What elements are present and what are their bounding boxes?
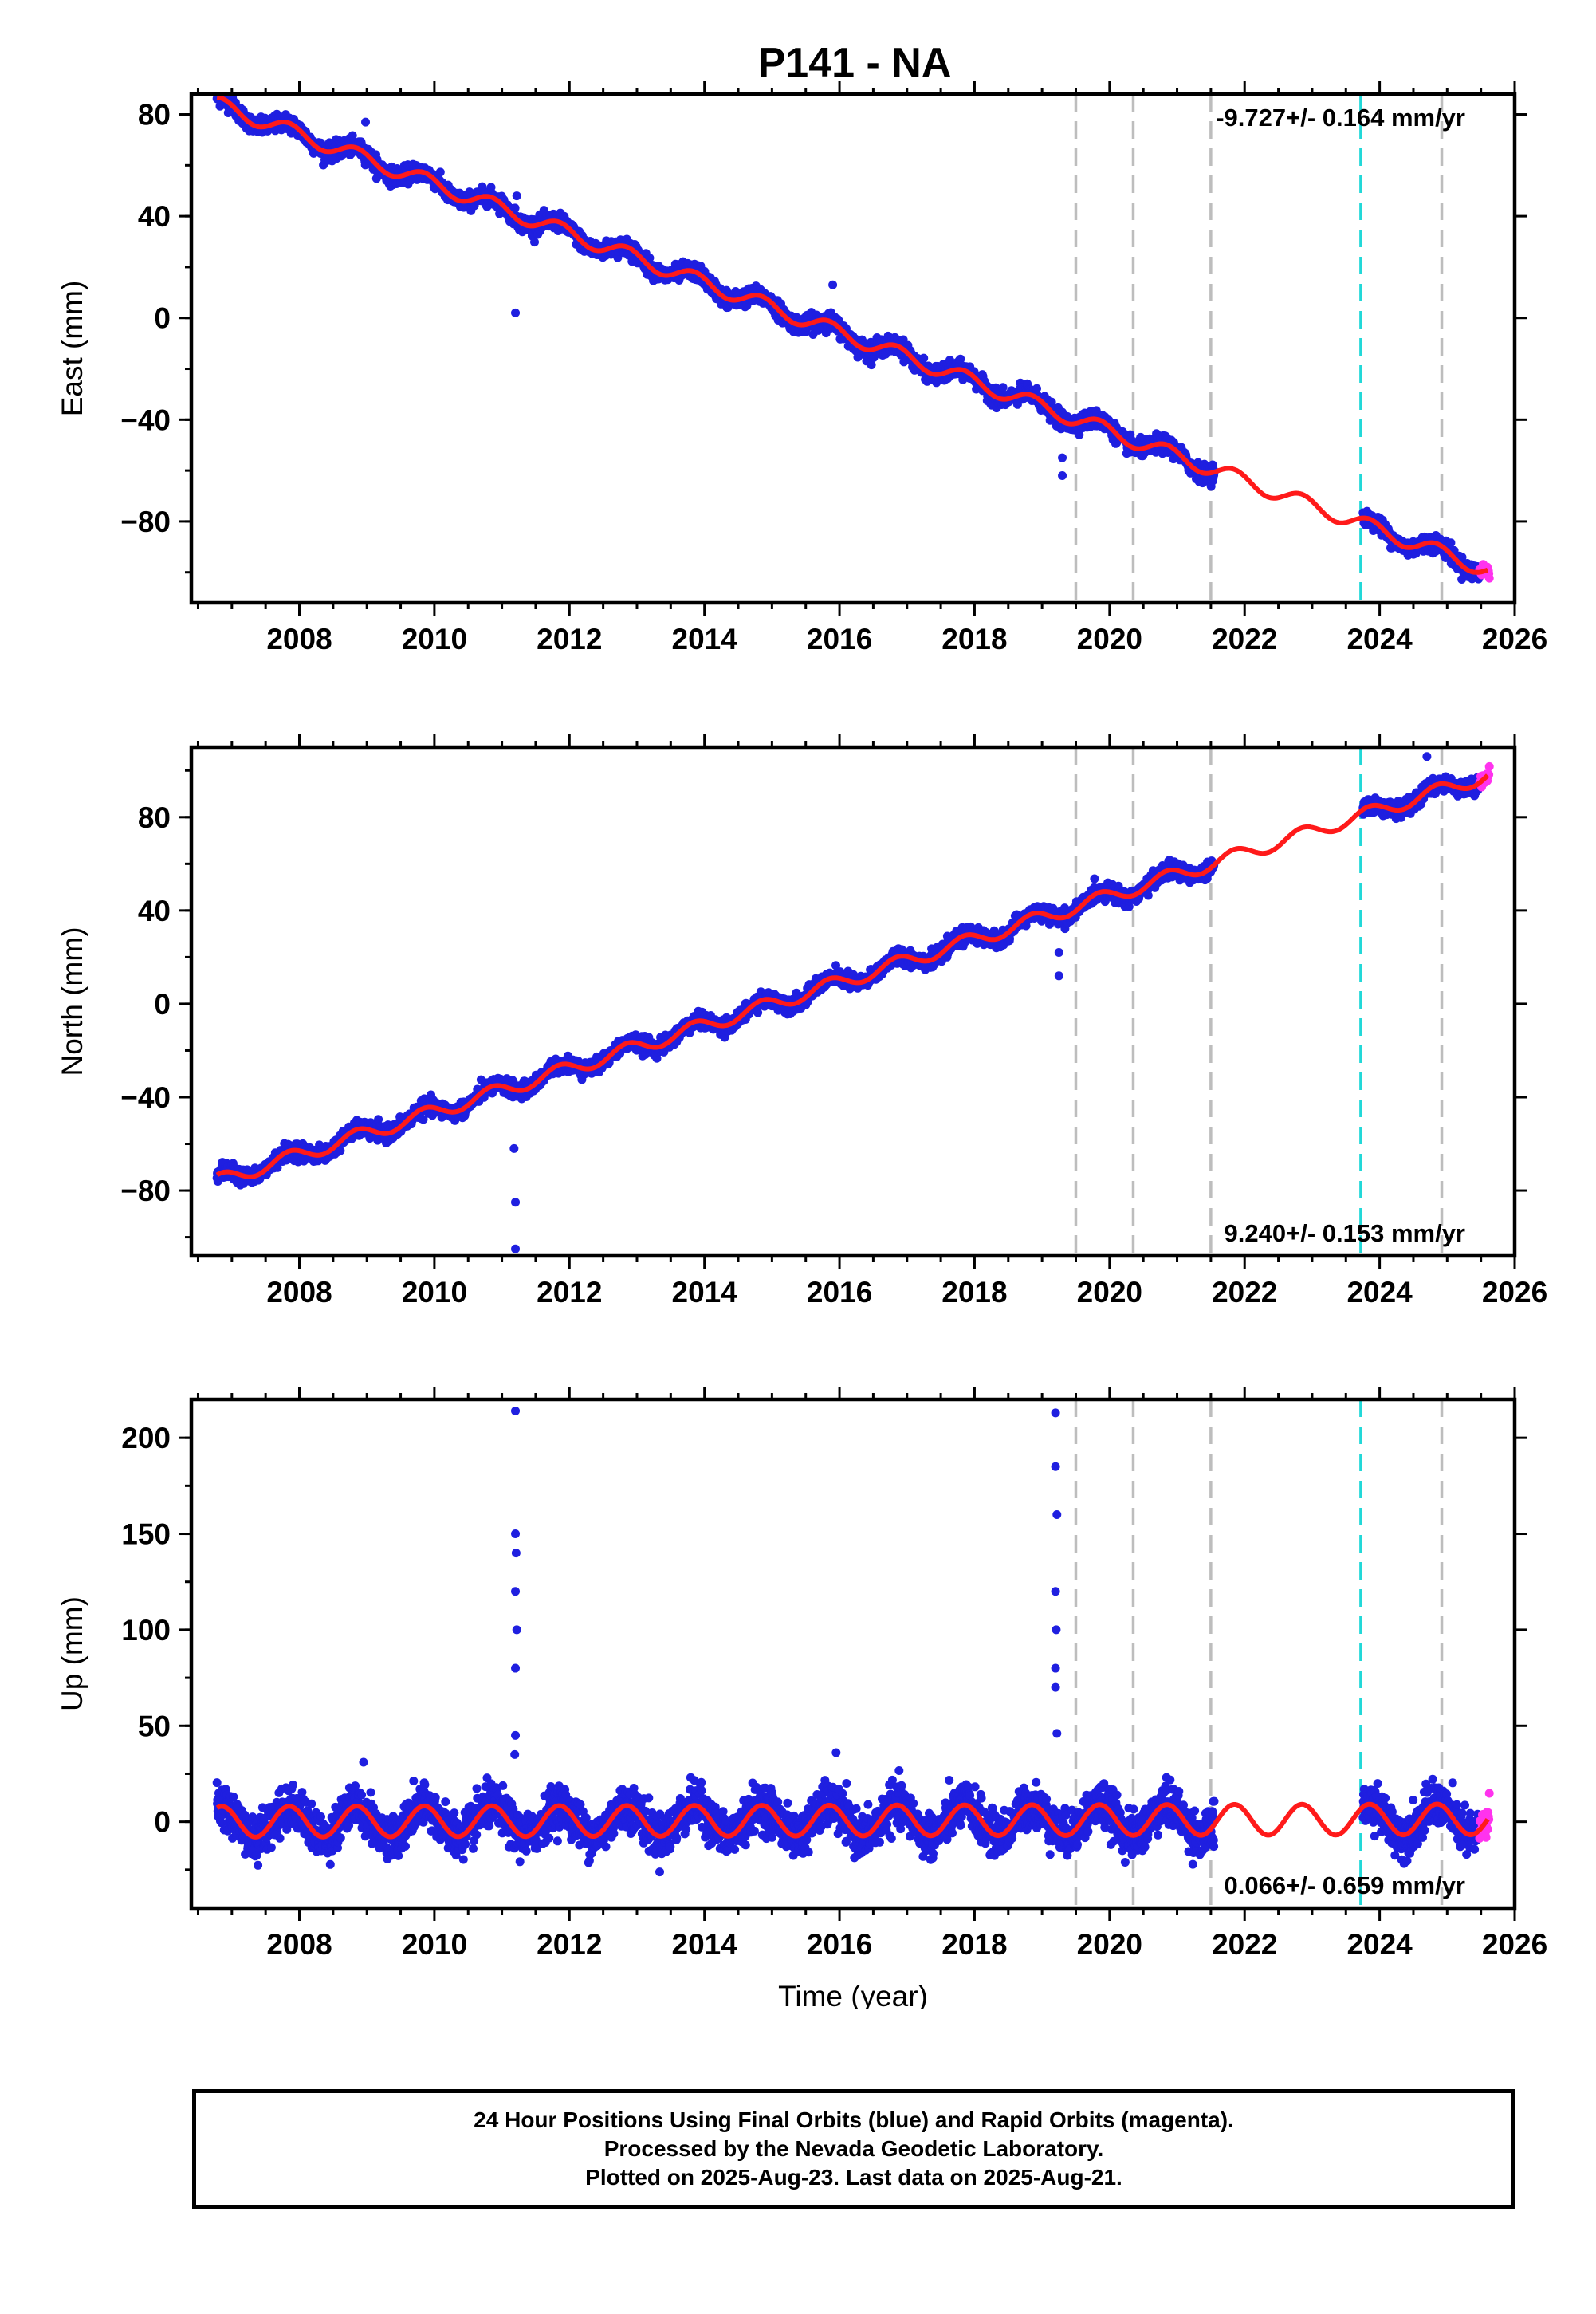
x-tick-label: 2016 [807,623,872,655]
data-point-outlier [1058,471,1067,480]
data-point-final [348,131,357,140]
x-tick-label: 2022 [1212,623,1277,655]
data-point-outlier [1058,453,1067,462]
y-tick-label: 80 [138,99,171,132]
data-point-rapid [1484,573,1494,583]
y-axis-label: East (mm) [56,281,88,417]
x-tick-label: 2026 [1482,623,1547,655]
panel-plot-area [212,747,1494,1256]
panel-north: 2008 2010 2012 2014 2016 2018 2020 2022 2024 2026… [56,734,1547,1309]
data-point-final [1032,384,1041,393]
gnss-time-series-chart: P141 - NA 2008 2010 2012 2014 2016 2018 2020 20… [56,40,1547,2009]
data-point-outlier [512,191,521,201]
x-tick-label: 2024 [1346,623,1413,655]
panel-plot-area [212,94,1494,603]
panel-east: 2008 2010 2012 2014 2016 2018 2020 2022 2024 2026… [56,81,1547,655]
y-tick-label: −40 [120,403,171,436]
panel-frame [189,92,1517,605]
data-point-final [1075,430,1084,439]
data-point-final [530,238,539,247]
data-point-final [613,253,623,262]
model-curve [216,95,1489,575]
y-tick-label: 40 [138,200,171,233]
data-point-outlier [511,308,521,317]
data-point-final [956,354,965,364]
x-tick-label: 2018 [941,623,1007,655]
data-point-final [998,383,1008,392]
data-point-final [919,353,929,363]
x-tick-label: 2020 [1077,623,1142,655]
x-tick-label: 2010 [402,623,467,655]
rate-label: -9.727+/- 0.164 mm/yr [1216,104,1465,132]
data-point-final [435,167,445,177]
data-point-outlier [361,117,371,127]
x-tick-label: 2008 [266,623,332,655]
y-tick-label: 0 [154,302,171,335]
data-point-outlier [828,280,838,289]
x-tick-label: 2014 [672,623,738,655]
y-tick-label: −80 [120,506,171,538]
x-tick-label: 2012 [537,623,602,655]
data-point-final [1047,397,1056,407]
chart-title: P141 - NA [758,40,952,86]
data-point-final [867,360,876,370]
data-point-final [1446,538,1456,548]
data-point-final [510,203,520,213]
